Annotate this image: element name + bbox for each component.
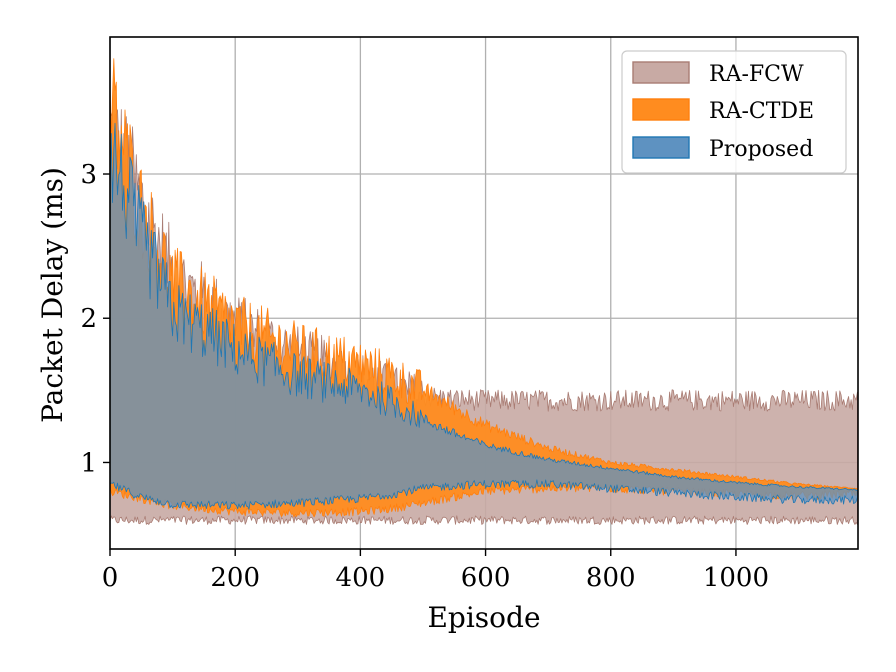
x-axis-label: Episode [427, 601, 540, 634]
legend-label-ra-ctde: RA-CTDE [709, 99, 814, 124]
x-tick-label: 0 [102, 563, 119, 593]
y-tick-label: 2 [80, 304, 97, 334]
plot-frame [109, 36, 859, 550]
legend-swatch-ra-fcw [632, 61, 690, 84]
legend: RA-FCW RA-CTDE Proposed [621, 50, 847, 174]
y-tick-label: 3 [80, 160, 97, 190]
legend-label-ra-fcw: RA-FCW [709, 62, 804, 87]
x-tick-label: 600 [461, 563, 511, 593]
y-axis-label: Packet Delay (ms) [36, 167, 69, 423]
legend-swatch-proposed [632, 136, 690, 159]
x-tick-label: 200 [210, 563, 260, 593]
y-tick-label: 1 [80, 448, 97, 478]
legend-swatch-ra-ctde [632, 98, 690, 121]
axis-ticks: 0 200 400 600 800 1000 1 2 3 [80, 160, 769, 593]
x-tick-label: 1000 [703, 563, 769, 593]
x-tick-label: 400 [336, 563, 386, 593]
x-tick-label: 800 [586, 563, 636, 593]
legend-label-proposed: Proposed [709, 137, 813, 162]
